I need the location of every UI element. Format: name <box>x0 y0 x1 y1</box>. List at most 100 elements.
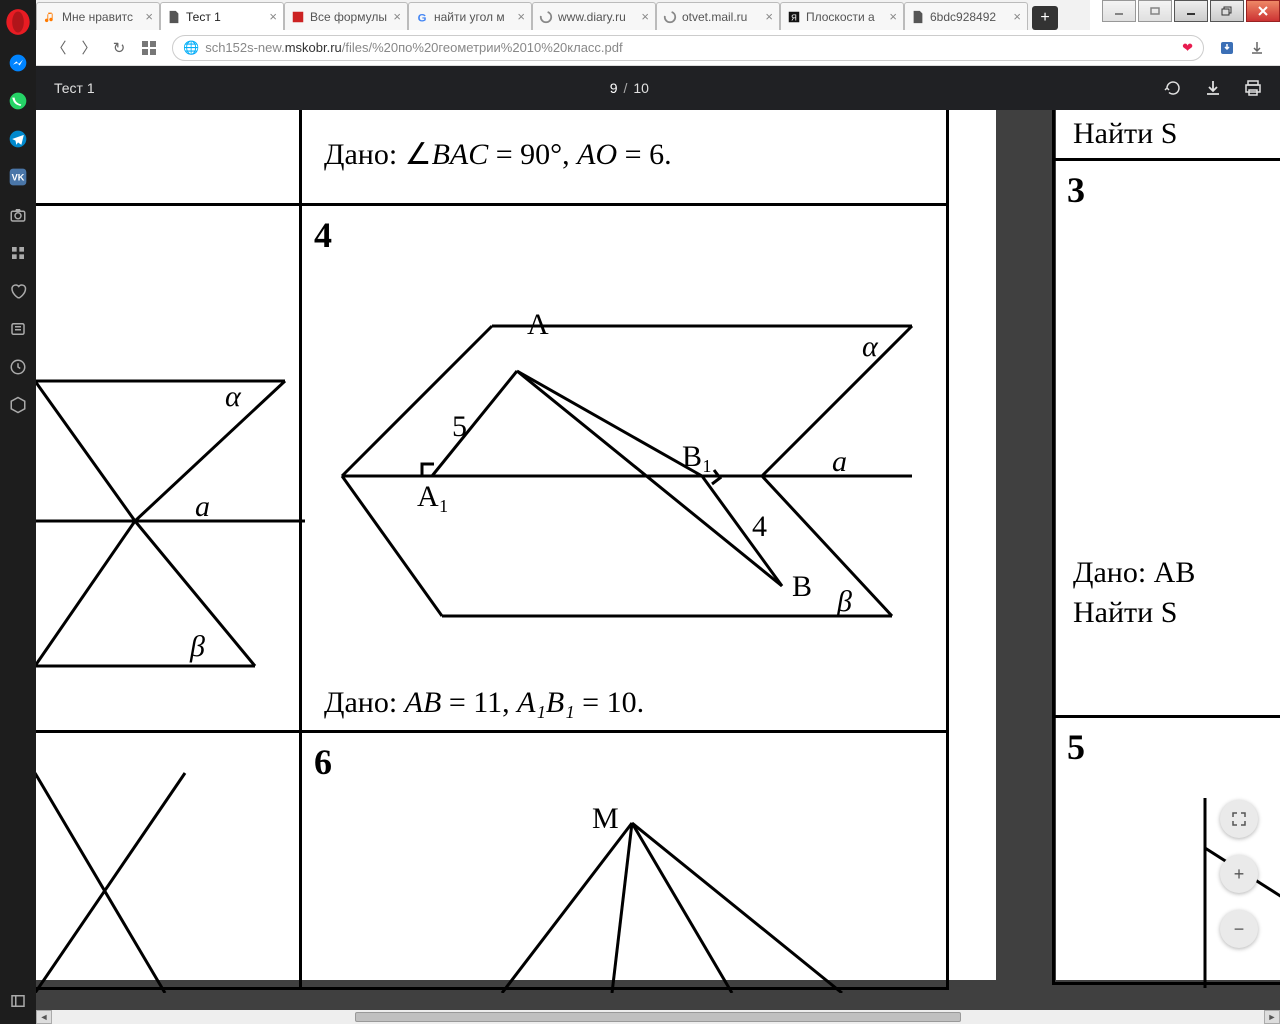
close-icon[interactable]: × <box>517 9 525 24</box>
t: Дано: <box>324 686 405 719</box>
address-bar[interactable]: 🌐 sch152s-new.mskobr.ru/files/%20по%20ге… <box>172 35 1204 61</box>
a-label: a <box>195 490 210 523</box>
sidebar-toggle-icon[interactable] <box>5 988 31 1014</box>
beta2-label: β <box>836 585 852 618</box>
total-pages: 10 <box>633 80 649 96</box>
news-icon[interactable] <box>5 316 31 342</box>
rotate-icon[interactable] <box>1164 79 1182 97</box>
scroll-track[interactable] <box>52 1010 1264 1024</box>
side-3-num: 3 <box>1067 169 1085 211</box>
tab-1[interactable]: Тест 1× <box>160 2 284 30</box>
zoom-out-button[interactable]: − <box>1220 910 1258 948</box>
tab-7[interactable]: 6bdc928492× <box>904 2 1028 30</box>
five-label: 5 <box>452 410 467 443</box>
fit-button[interactable] <box>1220 800 1258 838</box>
new-tab-button[interactable]: + <box>1032 6 1058 30</box>
side-3: 3 Дано: AB Найти S <box>1052 158 1280 718</box>
t: Дано: AB <box>1073 556 1195 589</box>
t: = 11, <box>441 686 517 719</box>
beta-label: β <box>189 630 205 663</box>
pdf-page-side: Найти S 3 Дано: AB Найти S 5 <box>1056 110 1280 980</box>
close-icon[interactable]: × <box>765 9 773 24</box>
url-path: /files/%20по%20геометрии%2010%20класс.pd… <box>342 40 623 55</box>
back-button[interactable]: 〈 <box>48 37 70 59</box>
close-icon[interactable]: × <box>269 9 277 24</box>
current-page[interactable]: 9 <box>610 80 618 96</box>
close-button[interactable] <box>1246 0 1280 22</box>
svg-text:Я: Я <box>791 13 797 22</box>
tab-5[interactable]: otvet.mail.ru × <box>656 2 780 30</box>
horizontal-scrollbar[interactable]: ◄ ► <box>36 1010 1280 1024</box>
file-icon <box>167 10 181 24</box>
save-page-icon[interactable] <box>1246 37 1268 59</box>
alpha2-label: α <box>862 330 879 363</box>
t: Найти S <box>1073 596 1177 629</box>
page-separator: / <box>623 80 627 96</box>
tab-label: найти угол м <box>434 10 513 24</box>
vk-icon[interactable]: VK <box>5 164 31 190</box>
cell-4-left: α a β <box>36 203 302 733</box>
tab-label: otvet.mail.ru <box>682 10 761 24</box>
close-icon[interactable]: × <box>1013 9 1021 24</box>
downloads-icon[interactable] <box>1216 37 1238 59</box>
whatsapp-icon[interactable] <box>5 88 31 114</box>
heart-icon[interactable] <box>5 278 31 304</box>
google-icon: G <box>415 10 429 24</box>
download-icon[interactable] <box>1204 79 1222 97</box>
close-icon[interactable]: × <box>641 9 649 24</box>
close-icon[interactable]: × <box>889 9 897 24</box>
minimize-button[interactable] <box>1102 0 1136 22</box>
opera-logo-icon[interactable] <box>4 8 32 36</box>
pdf-content[interactable]: Дано: ∠BAC = 90°, AO = 6. α <box>36 110 1280 1010</box>
close-icon[interactable]: × <box>145 9 153 24</box>
zoom-in-button[interactable]: + <box>1220 855 1258 893</box>
scroll-left-icon[interactable]: ◄ <box>36 1010 52 1024</box>
reload-button[interactable]: ↻ <box>108 37 130 59</box>
tab-6[interactable]: ЯПлоскости а× <box>780 2 904 30</box>
side-top: Найти S <box>1052 110 1280 161</box>
tab-0[interactable]: Мне нравитс× <box>36 2 160 30</box>
svg-text:G: G <box>418 12 427 24</box>
close-icon[interactable]: × <box>393 9 401 24</box>
maximize-button[interactable] <box>1138 0 1172 22</box>
t: = 10. <box>575 686 644 719</box>
extensions-icon[interactable] <box>5 392 31 418</box>
speed-dial-button[interactable] <box>138 37 160 59</box>
side-find-top: Найти S <box>1073 117 1177 151</box>
t: AB <box>405 686 442 719</box>
tab-4[interactable]: www.diary.ru × <box>532 2 656 30</box>
t: = 6. <box>617 138 671 171</box>
history-icon[interactable] <box>5 354 31 380</box>
tab-strip: Мне нравитс× Тест 1× Все формулы× Gнайти… <box>36 0 1090 30</box>
site-icon: Я <box>787 10 801 24</box>
minimize2-button[interactable] <box>1174 0 1208 22</box>
A-label: A <box>527 308 549 341</box>
file-icon <box>911 10 925 24</box>
pdf-toolbar: Тест 1 9 / 10 <box>36 66 1280 110</box>
tab-3[interactable]: Gнайти угол м × <box>408 2 532 30</box>
print-icon[interactable] <box>1244 79 1262 97</box>
t: = 90°, <box>488 138 577 171</box>
cell-top-right: Дано: ∠BAC = 90°, AO = 6. <box>299 110 949 206</box>
url-host: mskobr.ru <box>285 40 342 55</box>
restore-button[interactable] <box>1210 0 1244 22</box>
alpha-label: α <box>225 380 242 413</box>
opera-sidebar: VK <box>0 0 36 1024</box>
camera-icon[interactable] <box>5 202 31 228</box>
pdf-title: Тест 1 <box>54 80 95 96</box>
url-prefix: sch152s-new. <box>205 40 285 55</box>
cell-6-main: 6 M <box>299 730 949 990</box>
scroll-right-icon[interactable]: ► <box>1264 1010 1280 1024</box>
side-find: Найти S <box>1073 596 1177 630</box>
tab-2[interactable]: Все формулы× <box>284 2 408 30</box>
pdf-page-main: Дано: ∠BAC = 90°, AO = 6. α <box>36 110 996 980</box>
forward-button[interactable]: 〉 <box>78 37 100 59</box>
scroll-thumb[interactable] <box>355 1012 961 1022</box>
bookmark-heart-icon[interactable]: ❤ <box>1182 40 1193 56</box>
telegram-icon[interactable] <box>5 126 31 152</box>
messenger-icon[interactable] <box>5 50 31 76</box>
tab-label: www.diary.ru <box>558 10 637 24</box>
B1-label: B₁ <box>682 440 712 473</box>
A1-label: A₁ <box>417 480 449 513</box>
speed-dial-icon[interactable] <box>5 240 31 266</box>
